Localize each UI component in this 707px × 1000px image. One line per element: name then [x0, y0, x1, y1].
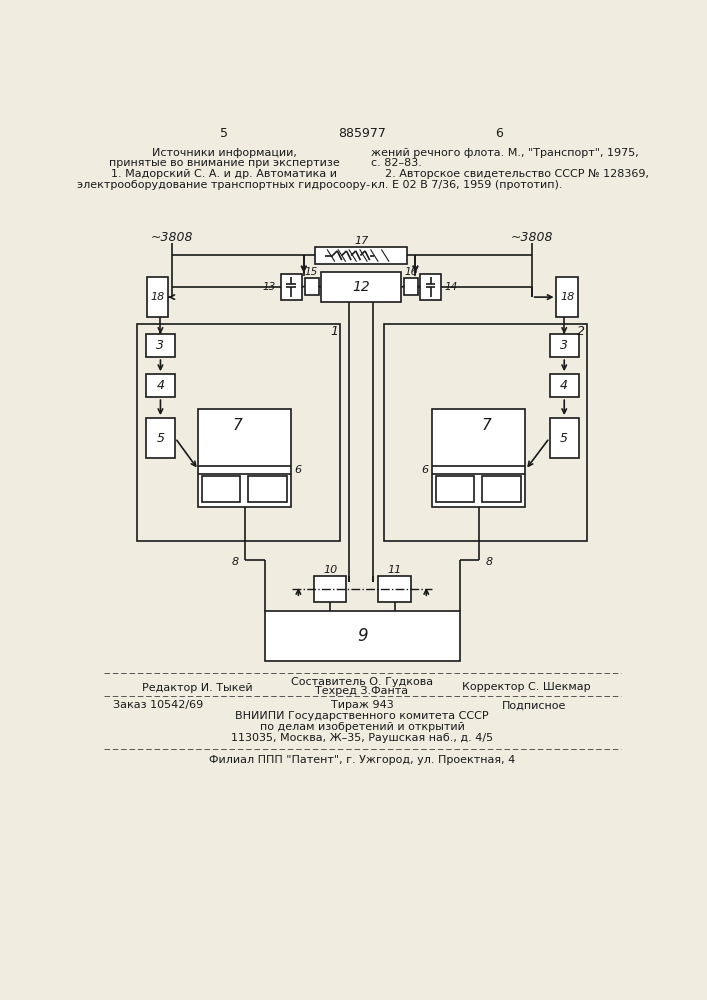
Text: 14: 14	[445, 282, 458, 292]
Bar	[404, 278, 418, 295]
Text: 5: 5	[156, 432, 165, 445]
Text: 6: 6	[295, 465, 302, 475]
Bar	[146, 277, 168, 317]
Text: 2: 2	[578, 325, 585, 338]
Text: Корректор С. Шекмар: Корректор С. Шекмар	[462, 682, 590, 692]
Text: 3: 3	[156, 339, 165, 352]
Text: 2. Авторское свидетельство СССР № 128369,: 2. Авторское свидетельство СССР № 128369…	[371, 169, 649, 179]
Text: Тираж 943: Тираж 943	[331, 700, 393, 710]
Text: 6: 6	[495, 127, 503, 140]
Text: 18: 18	[560, 292, 575, 302]
Bar	[137, 324, 340, 541]
Text: по делам изобретений и открытий: по делам изобретений и открытий	[259, 722, 464, 732]
Bar	[385, 324, 588, 541]
Bar	[199, 409, 291, 507]
Text: 5: 5	[560, 432, 568, 445]
Text: 885977: 885977	[338, 127, 386, 140]
Text: 11: 11	[387, 565, 402, 575]
Text: 6: 6	[421, 465, 428, 475]
Text: Источники информации,: Источники информации,	[151, 148, 296, 158]
Bar	[420, 274, 441, 300]
Bar	[321, 272, 402, 302]
Text: 10: 10	[323, 565, 337, 575]
Text: кл. Е 02 В 7/36, 1959 (прототип).: кл. Е 02 В 7/36, 1959 (прототип).	[371, 180, 563, 190]
Text: 1. Мадорский С. А. и др. Автоматика и: 1. Мадорский С. А. и др. Автоматика и	[111, 169, 337, 179]
Text: 4: 4	[560, 379, 568, 392]
Text: 5: 5	[220, 127, 228, 140]
Bar	[201, 476, 240, 502]
Bar	[436, 476, 474, 502]
Text: 113035, Москва, Ж–35, Раушская наб., д. 4/5: 113035, Москва, Ж–35, Раушская наб., д. …	[231, 733, 493, 743]
Bar	[265, 611, 460, 661]
Bar	[549, 374, 579, 397]
Text: 16: 16	[404, 267, 417, 277]
Text: жений речного флота. М., "Транспорт", 1975,: жений речного флота. М., "Транспорт", 19…	[371, 148, 639, 158]
Bar	[146, 334, 175, 357]
Bar	[549, 334, 579, 357]
Text: ВНИИПИ Государственного комитета СССР: ВНИИПИ Государственного комитета СССР	[235, 711, 489, 721]
Bar	[248, 476, 287, 502]
Bar	[556, 277, 578, 317]
Text: принятые во внимание при экспертизе: принятые во внимание при экспертизе	[109, 158, 339, 168]
Text: Подписное: Подписное	[502, 700, 566, 710]
Bar	[146, 418, 175, 458]
Text: Техред З.Фанта: Техред З.Фанта	[315, 686, 409, 696]
Bar	[378, 576, 411, 602]
Text: ~3808: ~3808	[510, 231, 553, 244]
Text: 12: 12	[352, 280, 370, 294]
Text: 9: 9	[358, 627, 368, 645]
Text: Составитель О. Гудкова: Составитель О. Гудкова	[291, 677, 433, 687]
Bar	[146, 374, 175, 397]
Text: 15: 15	[305, 267, 318, 277]
Bar	[305, 278, 319, 295]
Text: Редактор И. Тыкей: Редактор И. Тыкей	[141, 683, 252, 693]
Text: 13: 13	[263, 282, 276, 292]
Text: 3: 3	[560, 339, 568, 352]
Text: 8: 8	[232, 557, 239, 567]
Text: 7: 7	[482, 418, 491, 433]
Text: с. 82–83.: с. 82–83.	[371, 158, 422, 168]
Text: электрооборудование транспортных гидросоору-: электрооборудование транспортных гидросо…	[78, 180, 370, 190]
Text: ~3808: ~3808	[151, 231, 193, 244]
Bar	[482, 476, 521, 502]
Text: 8: 8	[485, 557, 492, 567]
Text: Заказ 10542/69: Заказ 10542/69	[113, 700, 203, 710]
Bar	[433, 409, 525, 507]
Text: 17: 17	[354, 236, 368, 246]
Text: 18: 18	[150, 292, 165, 302]
Text: 4: 4	[156, 379, 165, 392]
Bar	[314, 576, 346, 602]
Bar	[315, 247, 407, 264]
Text: 1: 1	[330, 325, 338, 338]
Text: 7: 7	[233, 418, 242, 433]
Bar	[549, 418, 579, 458]
Bar	[281, 274, 301, 300]
Text: Филиал ППП "Патент", г. Ужгород, ул. Проектная, 4: Филиал ППП "Патент", г. Ужгород, ул. Про…	[209, 755, 515, 765]
